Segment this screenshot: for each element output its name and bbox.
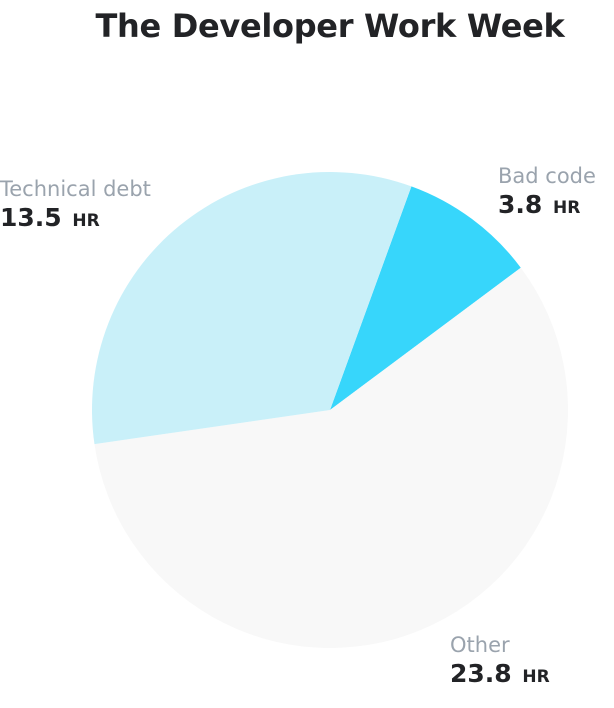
slice-value-other: 23.8 HR xyxy=(450,659,550,688)
slice-value-technical-debt: 13.5 HR xyxy=(0,203,100,232)
slice-label-bad-code: Bad code 3.8 HR xyxy=(498,163,596,224)
chart-title: The Developer Work Week xyxy=(95,7,565,45)
slice-label-technical-debt: Technical debt 13.5 HR xyxy=(0,176,151,237)
slice-name-other: Other xyxy=(450,633,510,657)
slice-label-other: Other 23.8 HR xyxy=(450,632,550,693)
slice-value-bad-code: 3.8 HR xyxy=(498,190,581,219)
slice-name-bad-code: Bad code xyxy=(498,164,596,188)
slice-name-technical-debt: Technical debt xyxy=(0,177,151,201)
pie-slice-technical-debt xyxy=(91,171,412,445)
pie-slice-other xyxy=(94,267,568,648)
pie-slice-bad-code xyxy=(330,186,521,410)
